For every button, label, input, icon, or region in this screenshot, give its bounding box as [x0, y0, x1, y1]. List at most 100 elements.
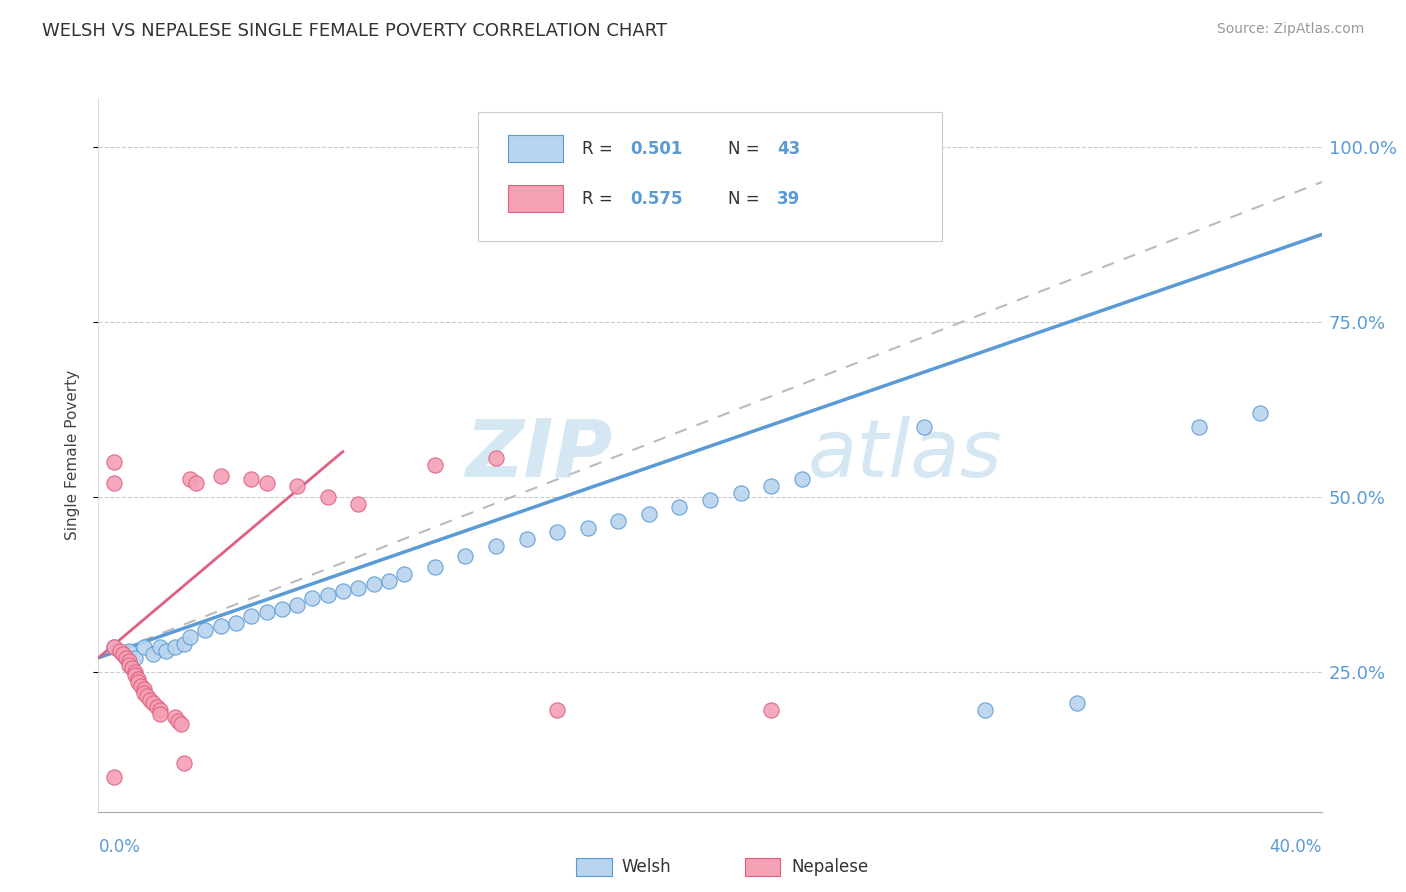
Point — [134, 686, 156, 700]
Point — [173, 756, 195, 770]
Point — [699, 493, 721, 508]
Point — [121, 661, 143, 675]
Point — [347, 497, 370, 511]
Point — [149, 703, 172, 717]
Point — [392, 566, 416, 581]
Point — [912, 420, 935, 434]
Point — [423, 559, 446, 574]
Point — [759, 479, 782, 493]
Point — [546, 524, 568, 539]
Point — [124, 650, 146, 665]
Point — [103, 640, 125, 655]
Point — [1066, 696, 1088, 710]
Text: 0.0%: 0.0% — [98, 838, 141, 855]
Point — [167, 714, 190, 728]
Point — [316, 588, 339, 602]
Point — [186, 475, 208, 490]
Point — [1188, 420, 1211, 434]
Text: 0.501: 0.501 — [630, 140, 683, 158]
Text: N =: N = — [728, 140, 765, 158]
Bar — [508, 136, 564, 162]
Point — [301, 591, 323, 606]
Point — [546, 703, 568, 717]
Bar — [508, 186, 564, 212]
Point — [225, 615, 247, 630]
Point — [163, 710, 186, 724]
Point — [134, 640, 156, 655]
Point — [129, 679, 152, 693]
Point — [173, 637, 195, 651]
Point — [145, 699, 167, 714]
Text: WELSH VS NEPALESE SINGLE FEMALE POVERTY CORRELATION CHART: WELSH VS NEPALESE SINGLE FEMALE POVERTY … — [42, 22, 668, 40]
Point — [332, 584, 354, 599]
Point — [149, 706, 172, 721]
Point — [516, 532, 538, 546]
Point — [118, 657, 141, 672]
Point — [115, 650, 138, 665]
Point — [194, 623, 217, 637]
Point — [576, 521, 599, 535]
Text: 40.0%: 40.0% — [1270, 838, 1322, 855]
Text: Source: ZipAtlas.com: Source: ZipAtlas.com — [1216, 22, 1364, 37]
Point — [124, 668, 146, 682]
Point — [363, 577, 385, 591]
Point — [730, 486, 752, 500]
Text: Welsh: Welsh — [621, 858, 671, 876]
Point — [103, 640, 125, 655]
Point — [142, 648, 165, 662]
Point — [149, 640, 172, 655]
Point — [118, 644, 141, 658]
Point — [240, 472, 263, 486]
Point — [209, 469, 232, 483]
Point — [139, 693, 162, 707]
Point — [111, 648, 134, 662]
Text: atlas: atlas — [808, 416, 1002, 494]
Point — [111, 648, 134, 662]
Text: 39: 39 — [778, 190, 800, 208]
Point — [256, 475, 278, 490]
Point — [142, 696, 165, 710]
Point — [607, 515, 630, 529]
Point — [423, 458, 446, 473]
Point — [347, 581, 370, 595]
Point — [790, 472, 813, 486]
Point — [179, 472, 201, 486]
Point — [134, 682, 156, 697]
Point — [668, 500, 690, 515]
Text: N =: N = — [728, 190, 765, 208]
Text: ZIP: ZIP — [465, 416, 612, 494]
Point — [127, 675, 149, 690]
Point — [378, 574, 401, 588]
Point — [103, 455, 125, 469]
Point — [759, 703, 782, 717]
Point — [974, 703, 997, 717]
Point — [124, 665, 146, 679]
Point — [485, 539, 508, 553]
Point — [637, 508, 661, 522]
Text: Nepalese: Nepalese — [792, 858, 869, 876]
Point — [136, 690, 159, 704]
Point — [285, 479, 308, 493]
Text: 43: 43 — [778, 140, 800, 158]
Point — [103, 770, 125, 784]
Point — [163, 640, 186, 655]
Point — [316, 490, 339, 504]
Point — [240, 608, 263, 623]
Y-axis label: Single Female Poverty: Single Female Poverty — [65, 370, 80, 540]
Point — [155, 644, 177, 658]
Point — [1249, 406, 1271, 420]
Text: R =: R = — [582, 140, 617, 158]
Point — [285, 599, 308, 613]
Text: 0.575: 0.575 — [630, 190, 683, 208]
Point — [256, 605, 278, 619]
Point — [454, 549, 477, 564]
FancyBboxPatch shape — [478, 112, 942, 241]
Text: R =: R = — [582, 190, 617, 208]
Point — [179, 630, 201, 644]
Point — [108, 644, 131, 658]
Point — [127, 672, 149, 686]
Point — [118, 654, 141, 668]
Point — [209, 619, 232, 633]
Point — [270, 602, 292, 616]
Point — [485, 451, 508, 466]
